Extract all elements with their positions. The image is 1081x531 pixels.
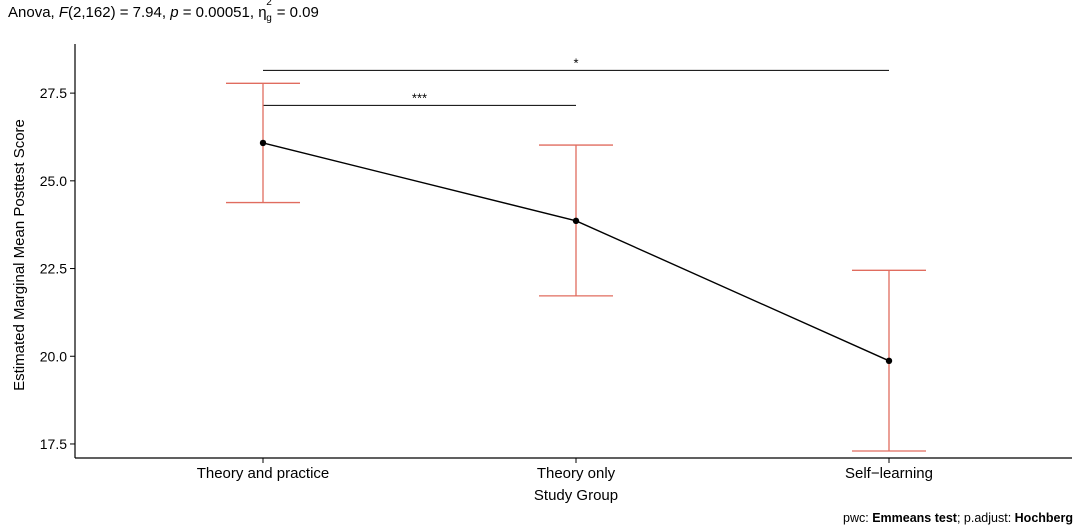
error-bars [226,82,926,452]
y-tick-label: 25.0 [40,173,67,189]
y-axis-label: Estimated Marginal Mean Posttest Score [11,119,28,391]
significance-brackets: **** [263,55,889,106]
x-tick-label: Self−learning [845,465,933,482]
significance-label: * [573,55,578,70]
y-tick-label: 17.5 [40,436,67,452]
x-tick-label: Theory and practice [197,465,330,482]
mean-point [259,139,267,147]
y-tick-label: 27.5 [40,85,67,101]
significance-label: *** [412,90,427,105]
mean-point [885,357,893,365]
mean-points [259,139,893,365]
axes: 17.5 20.0 22.5 25.0 27.5 Theory and practice T… [40,44,1072,482]
x-tick-label: Theory only [537,465,616,482]
x-axis-label: Study Group [534,487,618,504]
y-tick-label: 20.0 [40,348,67,364]
caption: pwc: Emmeans test; p.adjust: Hochberg [843,511,1073,525]
y-tick-label: 22.5 [40,261,67,277]
mean-point [572,217,580,225]
